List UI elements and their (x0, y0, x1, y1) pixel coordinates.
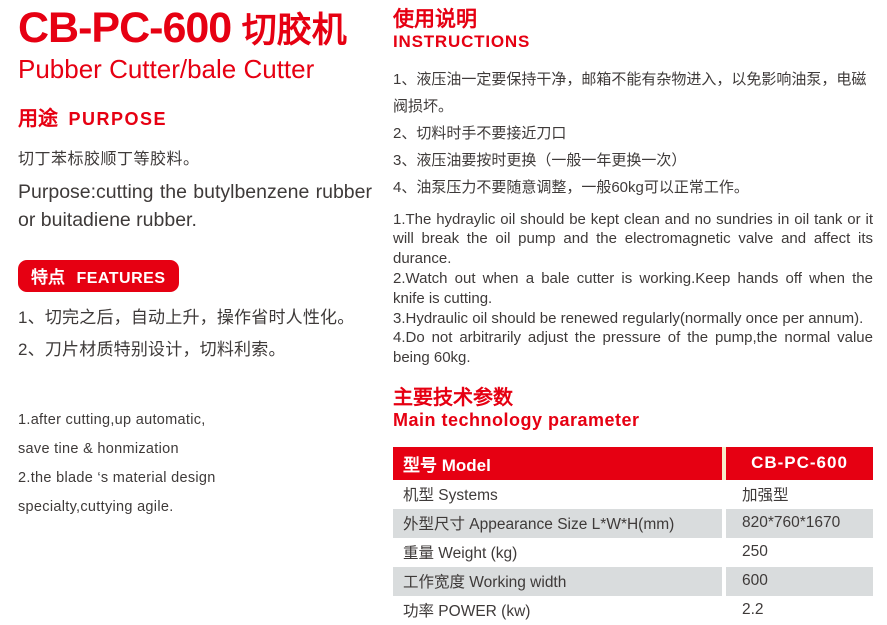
table-row-label: 重量 Weight (kg) (403, 545, 518, 562)
instruction-item-cn: 1、液压油一定要保持干净，邮箱不能有杂物进入，以免影响油泵，电磁阀损坏。 (393, 70, 867, 115)
features-badge-cn: 特点 (31, 267, 65, 287)
table-row-label: 外型尺寸 Appearance Size L*W*H(mm) (393, 508, 722, 538)
instruction-item-cn: 2、切料时手不要接近刀口 (393, 124, 567, 142)
instruction-item-en: 2.Watch out when a bale cutter is workin… (393, 269, 873, 307)
instruction-item-cn: 4、油泵压力不要随意调整，一般60kg可以正常工作。 (393, 178, 749, 196)
purpose-heading-cn: 用途 (18, 108, 58, 131)
table-row-label: 工作宽度 Working width (393, 566, 722, 596)
table-row-label: 功率 POWER (kw) (403, 603, 531, 620)
product-subtitle: Pubber Cutter/bale Cutter (18, 54, 315, 85)
table-row: 工作宽度 Working width 600 (393, 566, 873, 596)
table-row: 外型尺寸 Appearance Size L*W*H(mm) 820*760*1… (393, 508, 873, 538)
feature-line-en: save tine & honmization (18, 441, 179, 458)
features-list-cn: 1、切完之后，自动上升，操作省时人性化。 2、刀片材质特别设计，切料利索。 (18, 302, 372, 367)
spec-table: 型号 Model CB-PC-600 机型 Systems 加强型 外型尺寸 A… (393, 446, 873, 625)
right-column: 使用说明 INSTRUCTIONS 1、液压油一定要保持干净，邮箱不能有杂物进入… (393, 8, 873, 625)
instruction-item-en: 1.The hydraylic oil should be kept clean… (393, 210, 873, 268)
features-list-en: 1.after cutting,up automatic, save tine … (18, 406, 372, 522)
purpose-heading: 用途 PURPOSE (18, 102, 372, 131)
table-header-divider (722, 446, 726, 480)
left-column: CB-PC-600 切胶机 Pubber Cutter/bale Cutter … (18, 4, 372, 522)
table-row-value: 2.2 (742, 601, 764, 618)
feature-line-en: specialty,cuttying agile. (18, 499, 174, 516)
table-row: 重量 Weight (kg) 250 (393, 538, 873, 567)
product-model: CB-PC-600 (18, 4, 232, 52)
instruction-item-cn: 3、液压油要按时更换（一般一年更换一次） (393, 151, 687, 169)
instructions-list-cn: 1、液压油一定要保持干净，邮箱不能有杂物进入，以免影响油泵，电磁阀损坏。 2、切… (393, 66, 873, 201)
instruction-item-en: 4.Do not arbitrarily adjust the pressure… (393, 329, 873, 367)
table-header-value: CB-PC-600 (726, 446, 873, 480)
purpose-text-en: Purpose:cutting the butylbenzene rubber … (18, 181, 372, 232)
instructions-heading-en: INSTRUCTIONS (393, 32, 531, 52)
feature-line-en: 2.the blade ‘s material design (18, 470, 216, 487)
features-badge: 特点 FEATURES (18, 259, 179, 292)
table-header-row: 型号 Model CB-PC-600 (393, 446, 873, 480)
purpose-heading-en: PURPOSE (68, 109, 167, 130)
table-row-label: 机型 Systems (403, 487, 498, 504)
product-title: CB-PC-600 切胶机 (18, 4, 372, 52)
purpose-text-cn: 切丁苯标胶顺丁等胶料。 (18, 151, 200, 169)
table-header-label: 型号 Model (393, 446, 722, 480)
parameters-heading-cn: 主要技术参数 (393, 386, 513, 409)
features-badge-en: FEATURES (76, 269, 166, 287)
table-row-value: 820*760*1670 (726, 508, 873, 538)
instructions-heading-cn: 使用说明 (393, 8, 477, 31)
table-row: 功率 POWER (kw) 2.2 (393, 596, 873, 625)
table-row-value: 600 (726, 566, 873, 596)
table-row-value: 加强型 (742, 487, 789, 504)
parameters-heading: 主要技术参数 Main technology parameter (393, 386, 873, 432)
instruction-item-en: 3.Hydraulic oil should be renewed regula… (393, 309, 864, 327)
product-name-cn: 切胶机 (241, 11, 347, 50)
feature-item-cn: 2、刀片材质特别设计，切料利索。 (18, 339, 286, 359)
instructions-list-en: 1.The hydraylic oil should be kept clean… (393, 210, 873, 368)
table-row: 机型 Systems 加强型 (393, 480, 873, 509)
table-row-value: 250 (742, 543, 768, 560)
parameters-heading-en: Main technology parameter (393, 409, 640, 430)
feature-line-en: 1.after cutting,up automatic, (18, 412, 206, 429)
feature-item-cn: 1、切完之后，自动上升，操作省时人性化。 (18, 307, 355, 327)
